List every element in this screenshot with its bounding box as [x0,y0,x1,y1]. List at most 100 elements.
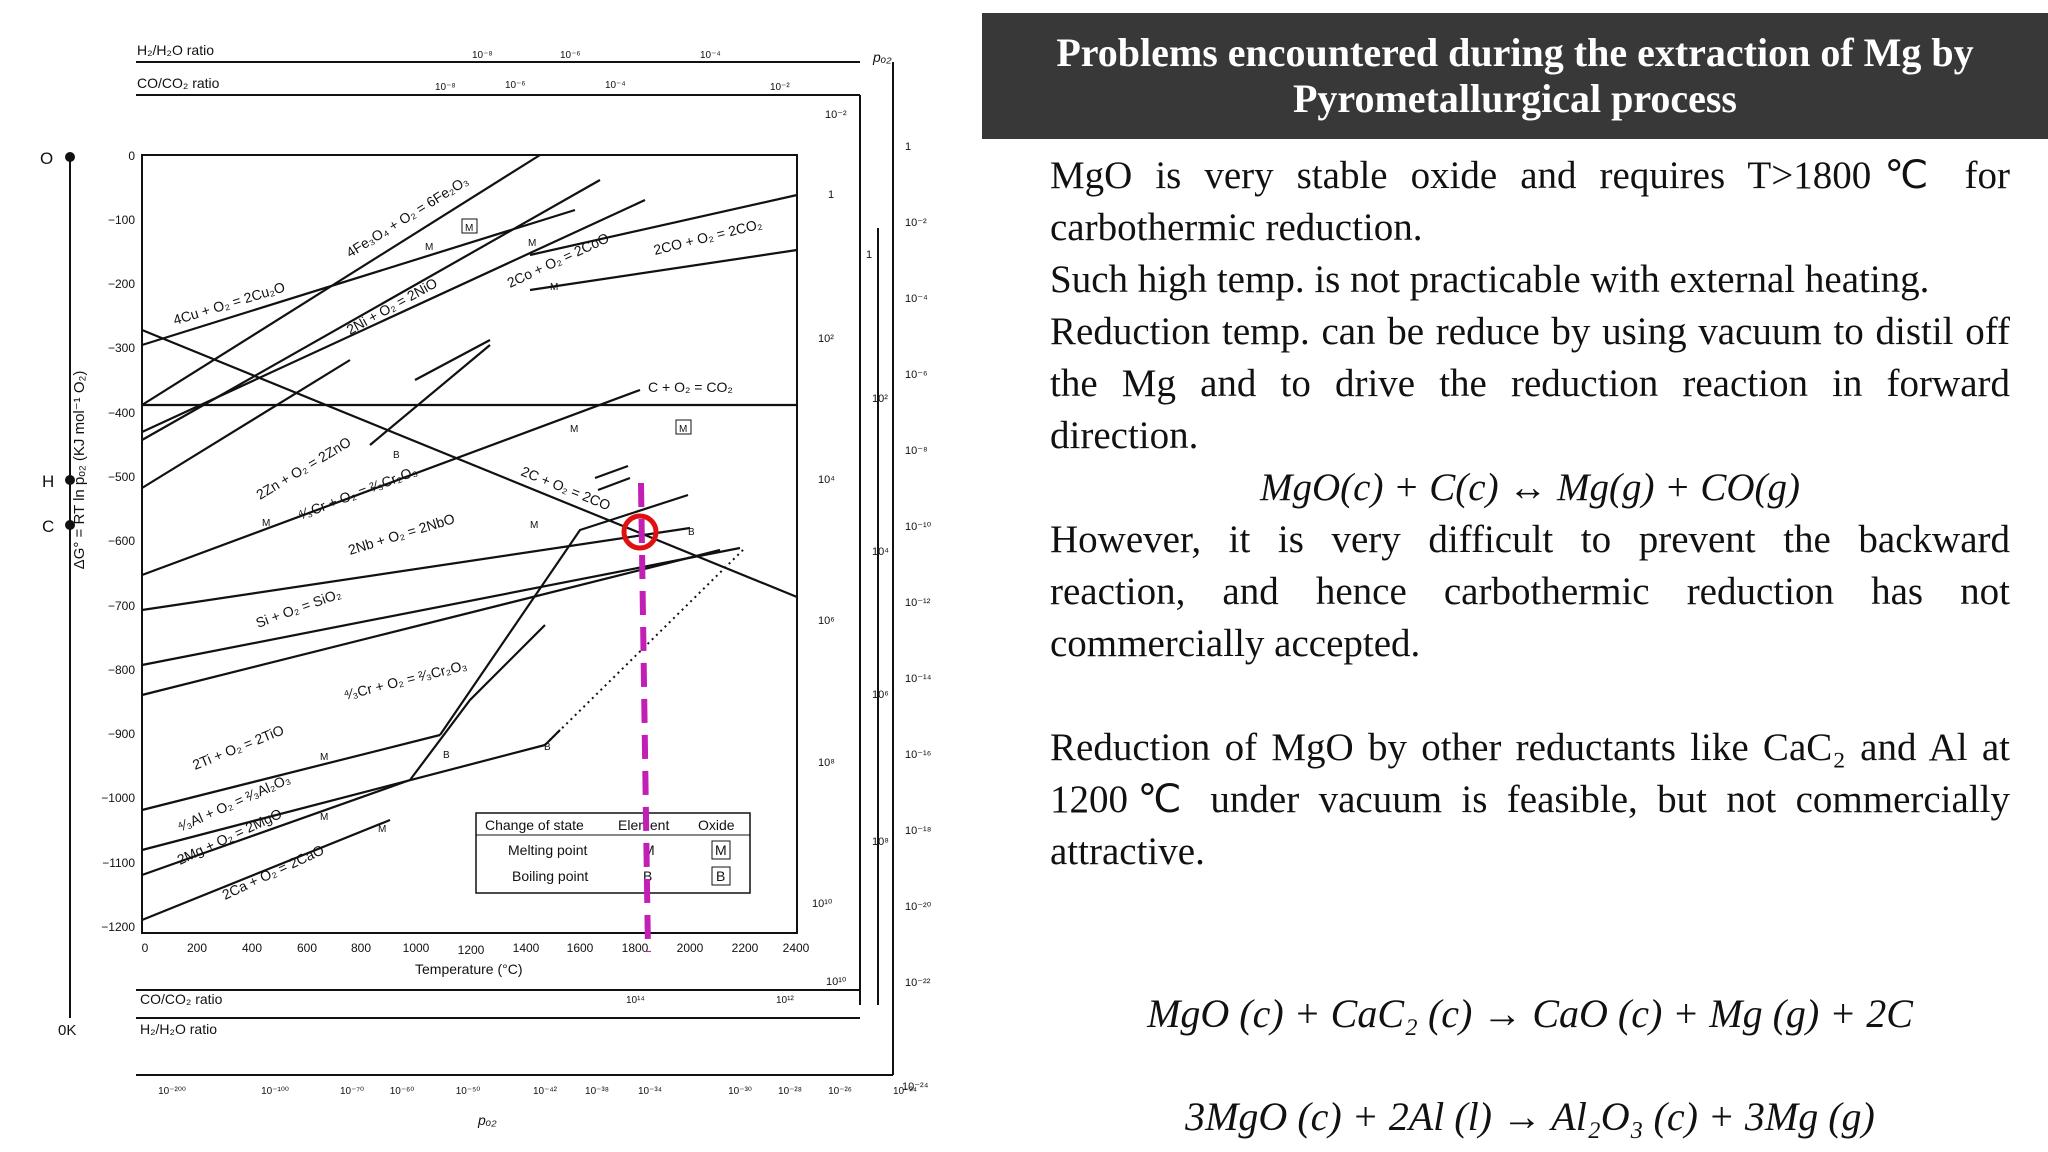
paragraph-vacuum: Reduction temp. can be reduce by using v… [1050,310,2010,457]
line-branch [369,344,491,446]
bottom-po2-tick: 10⁻⁵⁰ [456,1086,481,1097]
bottom-h2-scale-label: H₂/H₂O ratio [140,1021,217,1037]
oxide-melting-marker: M [465,223,473,234]
line-zno [141,359,351,489]
line-mgo [141,624,546,877]
y-tick: −800 [108,663,135,677]
line-al-tail [544,729,561,746]
line-cao [141,818,391,922]
line-cr2 [141,548,721,697]
po2-tick: 10⁻¹⁴ [905,673,932,685]
melting-marker: M [425,242,433,253]
line-coo [141,199,646,433]
po2-scale-label: pₒ₂ [872,49,892,65]
line-cr2o3 [141,388,641,577]
top-h2-tick: 10⁻⁸ [472,50,493,61]
legend-header: Oxide [698,817,735,833]
po2-tick: 10⁻² [905,217,927,229]
top-co-tick: 10⁻⁴ [605,80,626,91]
melting-marker: M [550,282,558,293]
slide-title-line1: Problems encountered during the extracti… [1056,30,1974,75]
po2-tick: 10⁻²⁰ [905,901,932,913]
equation-cac2: MgO (c) + CaC₂ (c) → CaO (c) + Mg (g) + … [1147,991,1913,1036]
highlight-temperature-line [638,482,651,953]
legend-oxide-box [711,866,731,886]
top-co-tick: 10⁻⁸ [435,82,456,93]
top-co-tick: 10⁻⁶ [505,80,526,91]
melting-marker: M [528,238,536,249]
x-tick: 1000 [403,941,430,955]
point-label-o: O [40,149,53,168]
po2-tick: 10⁻⁶ [905,369,928,381]
bottom-po2-tick: 10⁻³⁰ [728,1086,752,1097]
equation-aluminothermic: 3MgO (c) + 2Al (l) → Al₂O₃ (c) + 3Mg (g) [1185,1094,1875,1139]
oxide-melting-marker: M [679,424,687,435]
bottom-po2-tick: 10⁻⁷⁰ [340,1086,364,1097]
po2-tick: 10⁻¹⁸ [905,825,931,837]
legend-box [475,812,751,894]
x-tick: 1600 [567,941,594,955]
boiling-marker: B [688,527,695,538]
y-axis-label: ΔG° = RT ln pₒ₂ (KJ mol⁻¹ O₂) [71,371,88,570]
label-cu: 4Cu + O₂ = 2Cu₂O [171,279,287,328]
boiling-marker: B [443,750,450,761]
label-ni: 2Ni + O₂ = 2NiO [344,275,440,338]
bottom-co-tick: 10¹⁴ [626,995,645,1006]
po2-tick: 10⁻¹⁶ [905,749,931,761]
slide-title-banner: Problems encountered during the extracti… [982,13,2048,139]
legend-oxide-box [711,840,731,860]
legend-oxide-marker: B [716,868,725,884]
co-ratio-tick: 10⁻² [825,109,847,121]
y-tick: −100 [108,213,135,227]
legend-row-label: Melting point [508,842,587,858]
line-branch2 [414,339,491,381]
po2-tick: 10⁻¹⁰ [905,521,932,533]
label-ti: 2Ti + O₂ = 2TiO [190,722,286,773]
x-axis-label: Temperature (°C) [415,961,523,977]
x-tick: 0 [142,941,149,955]
co-ratio-tick: 10⁶ [818,615,835,627]
slide-title-line2: Pyrometallurgical process [1293,76,1737,121]
bottom-po2-tick: 10⁻³⁸ [585,1086,609,1097]
top-h2-scale-label: H₂/H₂O ratio [137,42,214,58]
po2-tick: 10⁻¹² [905,597,931,609]
x-tick: 1200 [458,943,485,957]
melting-marker: M [570,424,578,435]
line-short2 [597,476,631,492]
h2-ratio-tick: 10⁸ [872,836,889,848]
po2-tick: 1 [905,141,911,153]
po2-tick: 10⁻²⁴ [902,1081,929,1093]
line-nbo [141,526,691,612]
bottom-co-scale-label: CO/CO₂ ratio [140,991,223,1007]
y-tick: −1100 [102,856,135,870]
y-tick: −400 [108,406,135,420]
y-tick: −500 [108,470,135,484]
x-tick: 600 [297,941,317,955]
bottom-po2-tick: 10⁻²⁴ [893,1086,917,1097]
oxygen-point [65,152,75,162]
label-cr2: ⁴⁄₃Cr + O₂ = ²⁄₃Cr₂O₃ [342,657,469,703]
h2-ratio-tick: 10² [872,393,888,405]
hydrogen-point [65,475,75,485]
boiling-marker: B [393,450,400,461]
h2-ratio-tick: 10⁶ [872,689,889,701]
highlight-intersection-circle [621,513,659,551]
y-tick: −1000 [101,791,135,805]
bottom-po2-tick: 10⁻¹⁰⁰ [261,1086,289,1097]
melting-marker: M [320,752,328,763]
line-al2o3 [141,743,546,852]
melting-marker: M [262,518,270,529]
bottom-po2-tick: 10⁻⁶⁰ [390,1086,415,1097]
po2-bottom-label: pₒ₂ [477,1112,497,1128]
oxide-melting-box [461,218,478,234]
top-co-tick: 10⁻² [770,82,790,93]
po2-tick: 10⁻⁸ [905,445,928,457]
bottom-po2-tick: 10⁻²⁸ [778,1086,802,1097]
line-short1 [594,464,629,480]
x-tick: 1800 [622,941,649,955]
line-c2co [141,328,798,599]
slide-body: MgO is very stable oxide and requires T>… [1050,150,2010,878]
bottom-po2-tick: 10⁻²⁰⁰ [158,1086,186,1097]
co-ratio-tick: 10¹⁰ [812,898,833,910]
x-tick: 2400 [783,941,810,955]
